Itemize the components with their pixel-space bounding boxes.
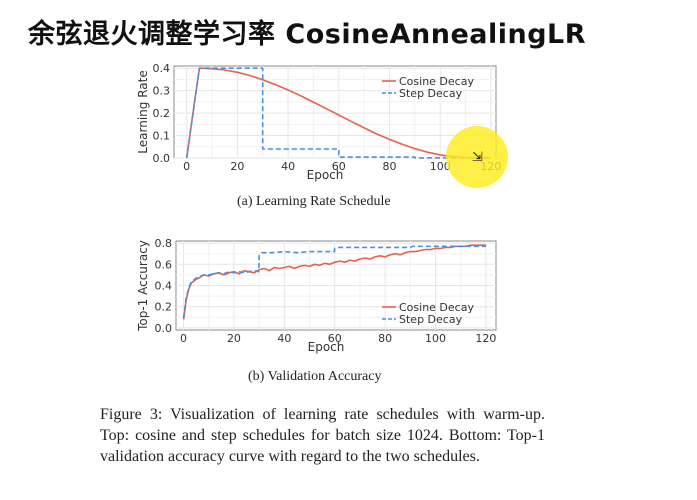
- chart-b-y-tick-label: 0.6: [155, 258, 173, 271]
- chart-a-series-step-decay-line: [185, 67, 491, 159]
- chart-a-legend-label-cosine-decay: Cosine Decay: [399, 75, 474, 88]
- chart-a-y-tick-label: 0.1: [153, 130, 171, 143]
- chart-a-x-tick-label: 40: [281, 160, 295, 173]
- chart-b-x-tick-label: 60: [328, 332, 342, 345]
- chart-a-caption: (a) Learning Rate Schedule: [237, 194, 391, 209]
- cursor-highlight: [446, 126, 508, 188]
- chart-b-caption: (b) Validation Accuracy: [248, 369, 382, 384]
- chart-b-x-tick-label: 80: [378, 332, 392, 345]
- chart-b-legend-label-step-decay: Step Decay: [399, 313, 463, 326]
- slide-title: 余弦退火调整学习率 CosineAnnealingLR: [28, 19, 587, 50]
- chart-b-y-tick-label: 0.8: [155, 237, 173, 250]
- chart-a-x-tick-label: 20: [230, 160, 244, 173]
- chart-b-x-axis-label: Epoch: [308, 340, 345, 354]
- chart-a-x-tick-label: 60: [332, 160, 346, 173]
- chart-a-plot-area: [173, 65, 497, 159]
- chart-a-x-tick-label: 0: [183, 160, 190, 173]
- chart-a-y-tick-label: 0.3: [153, 85, 171, 98]
- mouse-cursor-icon: ⇲: [472, 150, 483, 165]
- chart-b-x-tick-label: 100: [425, 332, 446, 345]
- chart-b-x-tick-label: 120: [475, 332, 496, 345]
- chart-a-x-tick-label: 100: [430, 160, 451, 173]
- chart-b-series-step-decay-line: [182, 245, 486, 319]
- chart-a-y-tick-label: 0.0: [153, 152, 171, 165]
- chart-b-x-tick-label: 20: [227, 332, 241, 345]
- chart-b-y-tick-label: 0.0: [155, 322, 173, 335]
- chart-a-x-axis-label: Epoch: [307, 168, 344, 182]
- chart-b-series-cosine-decay-line: [182, 244, 486, 320]
- chart-b-x-tick-label: 40: [277, 332, 291, 345]
- chart-b-x-tick-label: 0: [180, 332, 187, 345]
- chart-b-y-axis-label: Top-1 Accuracy: [136, 240, 150, 332]
- chart-a-y-axis-label: Learning Rate: [136, 70, 150, 153]
- figure-caption: Figure 3: Visualization of learning rate…: [100, 406, 545, 465]
- chart-b-legend-label-cosine-decay: Cosine Decay: [399, 301, 474, 314]
- chart-a-y-tick-label: 0.4: [153, 62, 171, 75]
- chart-a-x-tick-label: 80: [383, 160, 397, 173]
- chart-b-y-tick-label: 0.4: [155, 280, 173, 293]
- figure-charts: 0 20 40 60 80 100 120 0.0 0.1 0.2 0.3 0.4 Epoch Learn…: [136, 62, 501, 354]
- chart-b-y-tick-label: 0.2: [155, 301, 173, 314]
- chart-a-legend-label-step-decay: Step Decay: [399, 87, 463, 100]
- chart-a-y-tick-label: 0.2: [153, 107, 171, 120]
